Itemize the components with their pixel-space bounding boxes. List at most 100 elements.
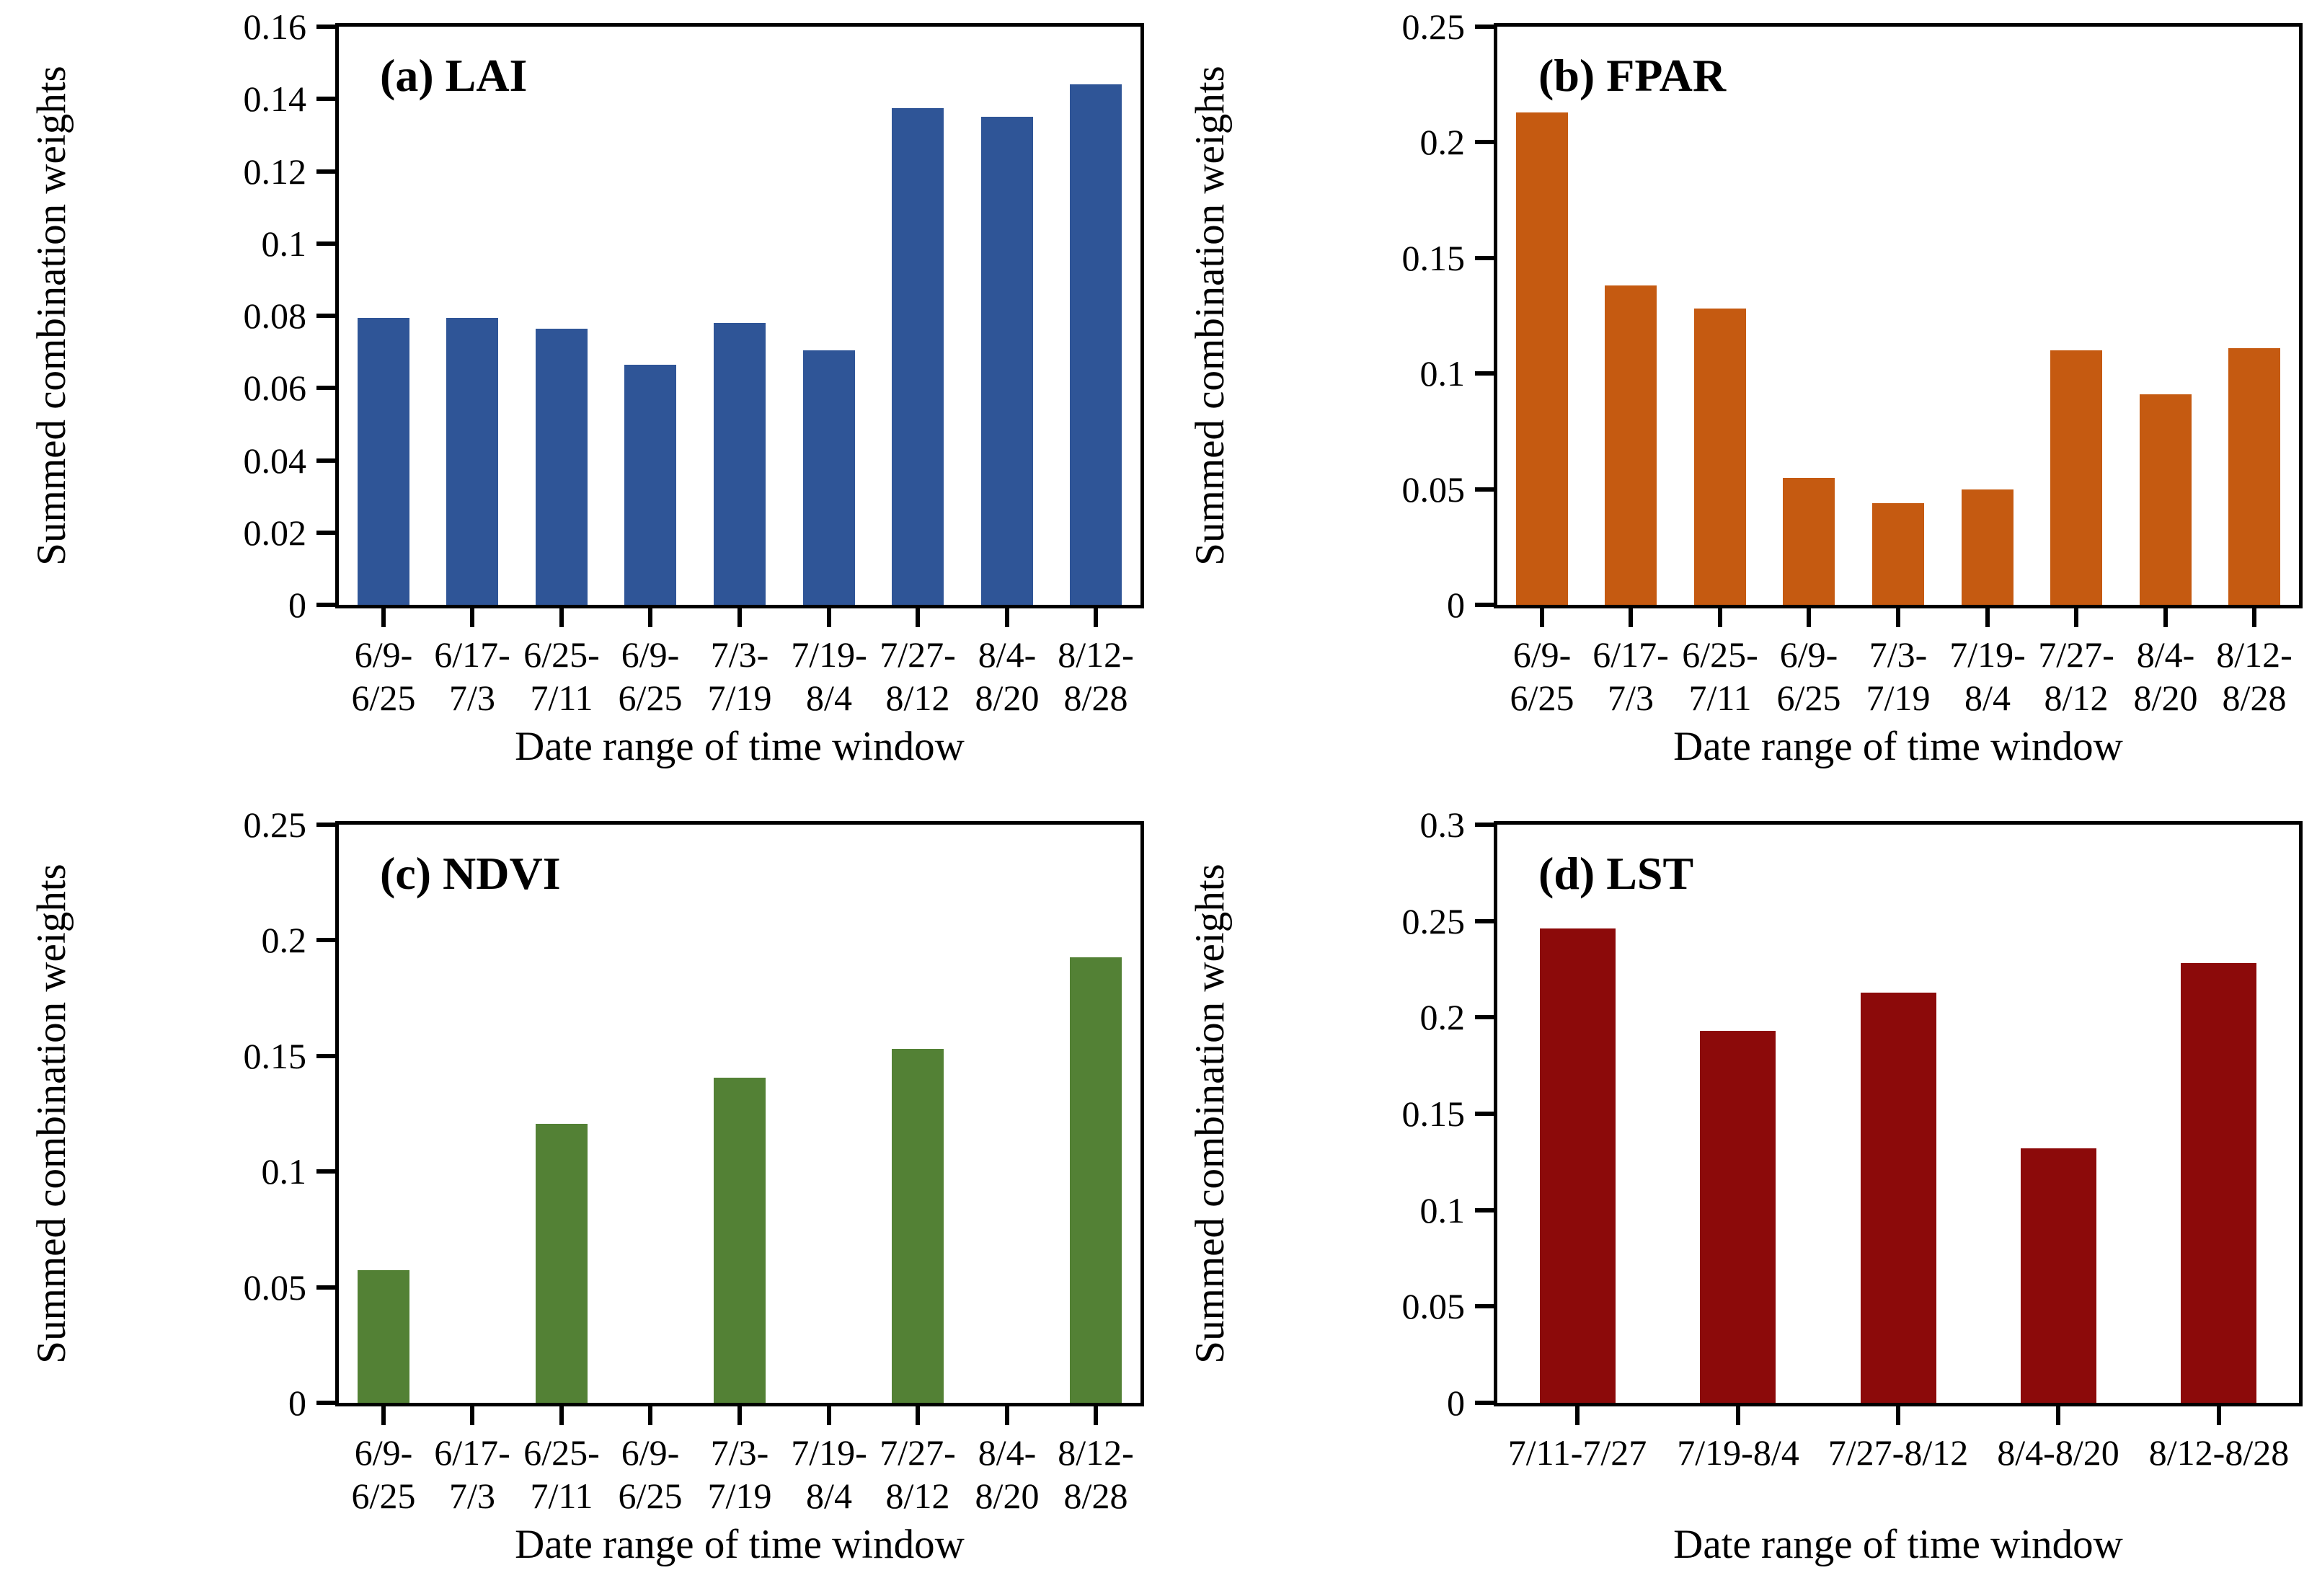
x-tick-mark bbox=[1540, 608, 1544, 627]
y-tick-label: 0.05 bbox=[243, 1267, 307, 1308]
y-tick-label: 0.25 bbox=[1401, 6, 1466, 47]
x-tick-label: 6/9- 6/25 bbox=[1729, 633, 1888, 719]
x-tick-mark bbox=[1629, 608, 1633, 627]
x-tick-label-line: 8/12- bbox=[1058, 1432, 1134, 1473]
y-tick-mark bbox=[1475, 1015, 1494, 1020]
x-tick-label-line: 7/3 bbox=[1608, 678, 1654, 718]
x-tick-label-line: 7/19 bbox=[1866, 678, 1931, 718]
y-tick-mark bbox=[1475, 371, 1494, 376]
x-tick-mark bbox=[1896, 1406, 1900, 1425]
x-tick-mark bbox=[381, 1406, 386, 1425]
bar-a-3 bbox=[536, 329, 588, 605]
x-tick-label-line: 6/25 bbox=[1510, 678, 1574, 718]
y-tick-mark bbox=[316, 1285, 335, 1290]
y-axis-title-d: Summed combination weights bbox=[1187, 864, 1233, 1364]
y-tick-mark bbox=[316, 1401, 335, 1405]
y-axis-title-c: Summed combination weights bbox=[29, 864, 74, 1364]
x-tick-label-line: 7/27- bbox=[880, 634, 956, 675]
x-tick-mark bbox=[2074, 608, 2078, 627]
x-tick-label: 7/19-8/4 bbox=[1630, 1431, 1846, 1474]
bar-b-3 bbox=[1694, 309, 1746, 605]
panel-d: (d) LST 0.3 0.25 0.2 0.15 0.1 0.05 0 7/11-7/27 7/… bbox=[1158, 798, 2317, 1596]
x-tick-label-line: 7/27- bbox=[880, 1432, 956, 1473]
x-tick-label-line: 8/4- bbox=[2136, 634, 2195, 675]
x-tick-label: 8/12-8/28 bbox=[2175, 633, 2317, 719]
x-tick-label-line: 8/28 bbox=[1063, 678, 1128, 718]
x-tick-label-line: 7/19- bbox=[791, 1432, 867, 1473]
x-tick-label: 7/27-8/12 bbox=[838, 633, 997, 719]
x-tick-label-line: 8/12- bbox=[2216, 634, 2292, 675]
x-tick-label-line: 8/20 bbox=[975, 1476, 1040, 1516]
y-tick-label: 0.06 bbox=[243, 368, 307, 409]
x-tick-label-line: 8/4 bbox=[806, 678, 852, 718]
y-tick-mark bbox=[316, 1169, 335, 1174]
y-tick-label: 0.02 bbox=[243, 512, 307, 553]
x-tick-mark bbox=[2163, 608, 2168, 627]
x-tick-label-line: 6/25 bbox=[351, 1476, 416, 1516]
bar-a-2 bbox=[446, 318, 498, 605]
x-tick-label-line: 8/12-8/28 bbox=[2148, 1432, 2290, 1473]
bar-a-7 bbox=[892, 108, 944, 605]
x-tick-label-line: 6/25- bbox=[1682, 634, 1758, 675]
x-tick-label: 7/3- 7/19 bbox=[660, 1431, 819, 1517]
bar-c-9 bbox=[1070, 957, 1122, 1403]
panel-title-c: (c) NDVI bbox=[380, 848, 561, 899]
bar-b-7 bbox=[2050, 350, 2102, 605]
bar-b-6 bbox=[1962, 489, 2013, 605]
x-tick-label: 8/4-8/20 bbox=[928, 633, 1086, 719]
x-tick-label: 6/17- 7/3 bbox=[393, 1431, 551, 1517]
x-tick-mark bbox=[2056, 1406, 2060, 1425]
y-tick-mark bbox=[1475, 1304, 1494, 1309]
x-tick-label-line: 7/11 bbox=[530, 678, 593, 718]
y-tick-mark bbox=[1475, 823, 1494, 827]
bar-b-5 bbox=[1872, 503, 1924, 605]
x-tick-label-line: 7/11-7/27 bbox=[1507, 1432, 1647, 1473]
x-axis-title-b: Date range of time window bbox=[1673, 724, 2123, 769]
y-tick-mark bbox=[1475, 603, 1494, 607]
x-tick-mark bbox=[916, 608, 920, 627]
y-tick-label: 0.2 bbox=[1419, 122, 1466, 163]
x-tick-label-line: 6/25 bbox=[1776, 678, 1841, 718]
y-tick-label: 0.16 bbox=[243, 6, 307, 47]
x-tick-label: 6/17- 7/3 bbox=[393, 633, 551, 719]
y-tick-mark bbox=[316, 458, 335, 463]
y-tick-mark bbox=[316, 97, 335, 102]
x-tick-label: 6/17- 7/3 bbox=[1551, 633, 1710, 719]
x-tick-mark bbox=[1896, 608, 1900, 627]
y-tick-mark bbox=[1475, 1112, 1494, 1116]
x-tick-label-line: 7/3- bbox=[710, 1432, 769, 1473]
x-tick-label: 6/25- 7/11 bbox=[482, 1431, 641, 1517]
x-tick-label-line: 6/9- bbox=[1512, 634, 1572, 675]
x-tick-label: 6/9- 6/25 bbox=[1463, 633, 1621, 719]
x-tick-label: 7/27-8/12 bbox=[1997, 633, 2156, 719]
x-axis-title-d: Date range of time window bbox=[1673, 1522, 2123, 1567]
x-tick-label-line: 7/3- bbox=[1869, 634, 1928, 675]
x-tick-label: 8/4-8/20 bbox=[928, 1431, 1086, 1517]
panel-c: (c) NDVI 0.25 0.2 0.15 0.1 0.05 0 6/9- 6/25 6/17-… bbox=[0, 798, 1158, 1596]
y-tick-mark bbox=[316, 241, 335, 246]
x-tick-label-line: 6/17- bbox=[434, 1432, 510, 1473]
y-tick-label: 0.1 bbox=[1419, 1189, 1466, 1231]
panel-title-d: (d) LST bbox=[1538, 848, 1694, 899]
bar-d-4 bbox=[2021, 1148, 2096, 1403]
x-tick-label-line: 7/19 bbox=[707, 678, 772, 718]
y-tick-mark bbox=[1475, 918, 1494, 923]
x-tick-label: 7/27-8/12 bbox=[838, 1431, 997, 1517]
x-tick-label-line: 8/28 bbox=[2222, 678, 2287, 718]
y-tick-mark bbox=[316, 386, 335, 391]
panel-a: (a) LAI 0.16 0.14 0.12 0.1 0.08 0.06 0.04 0.02 0 6… bbox=[0, 0, 1158, 798]
bar-a-4 bbox=[624, 365, 676, 605]
bar-b-9 bbox=[2228, 348, 2280, 605]
y-tick-label: 0.3 bbox=[1419, 804, 1466, 845]
x-tick-mark bbox=[2252, 608, 2256, 627]
x-tick-label: 7/19-8/4 bbox=[750, 1431, 908, 1517]
bar-a-6 bbox=[803, 350, 855, 605]
bar-b-1 bbox=[1516, 112, 1568, 605]
x-tick-label-line: 8/20 bbox=[975, 678, 1040, 718]
y-tick-label: 0.25 bbox=[243, 804, 307, 845]
x-tick-label: 7/3- 7/19 bbox=[1819, 633, 1977, 719]
y-tick-mark bbox=[316, 823, 335, 827]
x-tick-label-line: 6/9- bbox=[621, 1432, 680, 1473]
y-tick-mark bbox=[316, 603, 335, 607]
